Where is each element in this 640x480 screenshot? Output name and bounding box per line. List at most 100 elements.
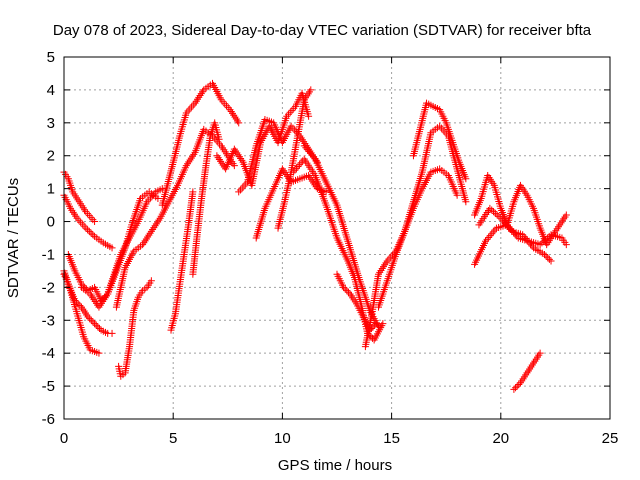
data-point: [542, 252, 550, 260]
data-point: [340, 283, 348, 291]
series-arc-2: [60, 191, 116, 252]
series-arc-15: [274, 86, 315, 232]
y-tick-label: -2: [42, 279, 55, 296]
data-point: [84, 313, 92, 321]
data-point: [235, 119, 243, 127]
y-tick-label: -3: [42, 312, 55, 329]
data-point: [95, 325, 103, 332]
data-point: [89, 318, 97, 326]
data-point: [92, 321, 100, 329]
series-arc-9: [158, 79, 243, 209]
series-arc-21: [409, 99, 470, 183]
data-point: [294, 163, 302, 171]
data-point: [562, 211, 570, 219]
data-point: [379, 320, 387, 328]
data-point: [490, 208, 498, 216]
y-tick-label: 4: [47, 82, 55, 99]
data-point: [542, 236, 550, 244]
data-point: [84, 226, 92, 234]
data-point: [488, 206, 496, 214]
data-point: [536, 349, 544, 357]
data-point: [74, 300, 82, 308]
data-point: [147, 277, 155, 285]
data-point: [305, 112, 313, 120]
data-point: [488, 230, 496, 238]
data-point: [495, 213, 503, 221]
data-point: [489, 228, 497, 236]
data-point: [462, 175, 470, 183]
chart-title: Day 078 of 2023, Sidereal Day-to-day VTE…: [53, 22, 592, 39]
data-point: [189, 188, 197, 196]
x-tick-label: 25: [602, 430, 619, 447]
data-point: [545, 255, 553, 263]
x-tick-label: 15: [383, 430, 400, 447]
data-point: [108, 329, 116, 337]
y-tick-label: -1: [42, 246, 55, 263]
series-arc-7: [115, 277, 155, 380]
data-point: [71, 297, 79, 305]
series-arc-18: [333, 270, 380, 334]
data-point: [372, 320, 380, 328]
data-point: [292, 164, 300, 172]
data-point: [91, 320, 99, 328]
y-tick-label: 1: [47, 181, 55, 198]
data-point: [540, 237, 548, 245]
data-point: [547, 257, 555, 265]
data-point: [343, 287, 351, 295]
data-point: [87, 229, 95, 237]
series-arc-17: [300, 142, 382, 331]
data-point: [536, 241, 544, 249]
y-tick-label: -4: [42, 345, 55, 362]
data-point: [82, 224, 90, 232]
data-point: [491, 209, 499, 217]
data-point: [76, 301, 84, 309]
data-point: [158, 185, 166, 193]
data-point: [94, 323, 102, 331]
series-arc-20: [374, 165, 461, 311]
data-point: [545, 232, 553, 240]
series-arc-24: [475, 204, 555, 265]
y-axis-label: SDTVAR / TECUs: [5, 178, 22, 298]
data-point: [462, 198, 470, 206]
y-tick-label: 3: [47, 115, 55, 132]
data-point: [512, 384, 520, 392]
x-tick-label: 0: [60, 430, 68, 447]
series-arc-13: [235, 116, 321, 196]
axis-ticks: 0 5 10 15 20 25 -6 -5 -4 -3 -2 -1 0 1 2 3 4 5: [42, 49, 619, 447]
x-tick-label: 5: [169, 430, 177, 447]
data-point: [86, 315, 94, 323]
data-point: [79, 282, 87, 290]
data-point: [85, 227, 93, 235]
data-point: [73, 298, 81, 306]
series-arc-12: [213, 89, 313, 189]
data-point: [486, 232, 494, 240]
data-point: [371, 321, 379, 329]
x-tick-label: 10: [274, 430, 291, 447]
y-tick-label: 2: [47, 148, 55, 165]
data-point: [344, 288, 352, 296]
series-arc-19: [361, 122, 470, 351]
data-point: [493, 211, 501, 219]
data-point: [544, 254, 552, 262]
data-point: [341, 285, 349, 293]
data-point: [538, 239, 546, 247]
data-point: [154, 195, 162, 203]
series-arc-6: [77, 188, 162, 311]
series-arc-10: [167, 188, 197, 334]
y-tick-label: -5: [42, 378, 55, 395]
data-point: [296, 161, 304, 169]
series-arc-5: [64, 185, 166, 305]
data-point: [230, 162, 238, 170]
data-point: [95, 349, 103, 357]
data-point: [562, 241, 570, 249]
data-point: [215, 135, 223, 143]
y-tick-label: 0: [47, 214, 55, 231]
data-point: [453, 191, 461, 199]
data-point: [89, 231, 97, 239]
y-tick-label: -6: [42, 411, 55, 428]
data-point: [108, 244, 116, 252]
data-point: [540, 250, 548, 258]
data-point: [513, 382, 521, 390]
series-arc-8: [112, 125, 238, 311]
